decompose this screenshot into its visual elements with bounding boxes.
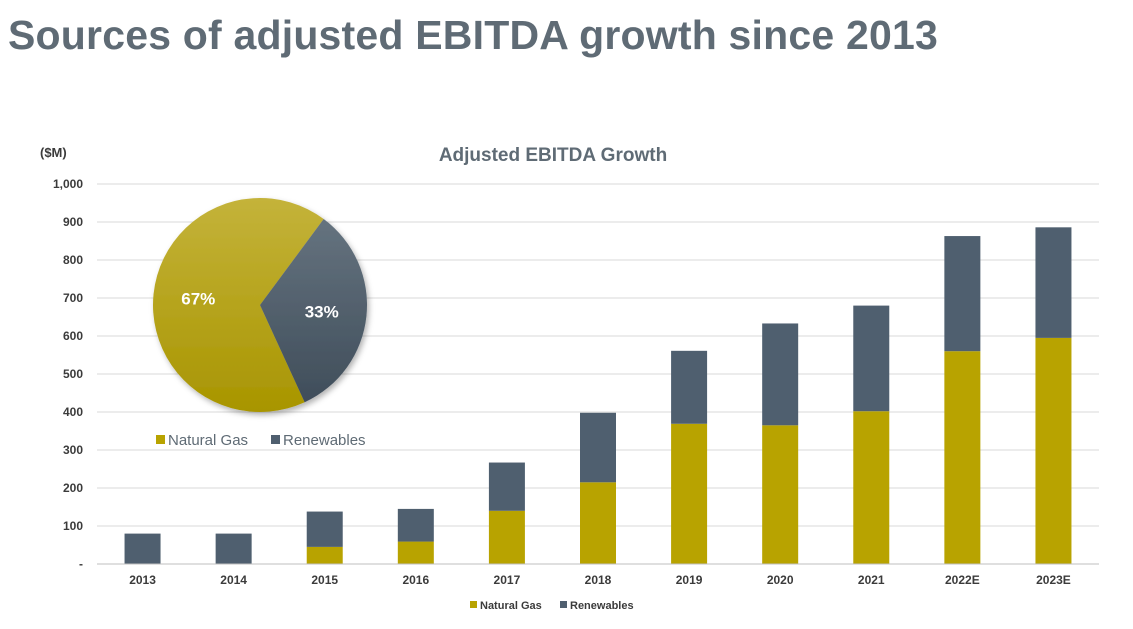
- pie-value-label: 33%: [305, 302, 339, 321]
- legend-renewables-label: Renewables: [570, 600, 634, 612]
- x-tick-label: 2022E: [945, 573, 980, 587]
- bars: [124, 227, 1072, 564]
- pie-labels: 67% 33%: [181, 290, 338, 322]
- bar-renewables-2015: [306, 511, 343, 547]
- y-tick-label: 100: [63, 519, 83, 533]
- pie-legend-renewables-swatch: [271, 435, 280, 444]
- y-tick-label: 200: [63, 481, 83, 495]
- pie-chart-legend: Natural Gas Renewables: [156, 432, 366, 449]
- bar-renewables-2018: [580, 412, 616, 483]
- bar-chart-legend: Natural Gas Renewables: [470, 600, 634, 612]
- legend-renewables-swatch: [560, 601, 567, 608]
- bar-renewables-2019: [671, 350, 708, 424]
- bar-natural-gas-2019: [671, 423, 708, 564]
- bar-natural-gas-2021: [853, 411, 890, 564]
- bar-renewables-2023e: [1035, 227, 1072, 338]
- x-tick-label: 2014: [220, 573, 247, 587]
- y-tick-label: -: [79, 557, 83, 571]
- x-tick-label: 2019: [676, 573, 703, 587]
- bar-natural-gas-2020: [762, 425, 799, 564]
- x-tick-label: 2016: [402, 573, 429, 587]
- y-tick-label: 1,000: [53, 177, 83, 191]
- bar-natural-gas-2015: [306, 546, 343, 564]
- page-title: Sources of adjusted EBITDA growth since …: [8, 12, 938, 58]
- x-axis: 2013 2014 2015 2016 2017 2018 2019 2020 2021 2022…: [129, 573, 1071, 587]
- bar-natural-gas-2018: [580, 482, 616, 564]
- bar-natural-gas-2023e: [1035, 337, 1072, 564]
- bar-renewables-2022e: [944, 236, 981, 352]
- pie-legend-natural-gas-swatch: [156, 435, 165, 444]
- bar-natural-gas-2022e: [944, 351, 981, 564]
- x-tick-label: 2017: [494, 573, 521, 587]
- bar-renewables-2016: [397, 508, 434, 542]
- y-tick-label: 300: [63, 443, 83, 457]
- bar-renewables-2014: [215, 533, 252, 564]
- y-tick-label: 600: [63, 329, 83, 343]
- x-tick-label: 2023E: [1036, 573, 1071, 587]
- legend-natural-gas-swatch: [470, 601, 477, 608]
- x-tick-label: 2015: [311, 573, 338, 587]
- chart-title: Adjusted EBITDA Growth: [439, 145, 667, 166]
- y-axis-unit-label: ($M): [40, 145, 67, 160]
- x-tick-label: 2021: [858, 573, 885, 587]
- bar-renewables-2021: [853, 305, 890, 412]
- y-tick-label: 900: [63, 215, 83, 229]
- x-tick-label: 2020: [767, 573, 794, 587]
- bar-natural-gas-2016: [397, 541, 434, 564]
- pie-value-label: 67%: [181, 290, 215, 309]
- bar-renewables-2020: [762, 323, 799, 426]
- pie-chart: [153, 197, 367, 412]
- bar-renewables-2017: [488, 462, 525, 511]
- y-tick-label: 500: [63, 367, 83, 381]
- pie-legend-renewables-label: Renewables: [283, 432, 366, 449]
- y-tick-label: 700: [63, 291, 83, 305]
- x-tick-label: 2013: [129, 573, 156, 587]
- y-tick-label: 400: [63, 405, 83, 419]
- legend-natural-gas-label: Natural Gas: [480, 600, 542, 612]
- pie-slice-renewables: [260, 219, 367, 403]
- bar-natural-gas-2017: [488, 510, 525, 564]
- bar-renewables-2013: [124, 533, 161, 564]
- y-axis: - 100 200 300 400 500 600 700 800 900 1,000: [53, 177, 83, 571]
- x-tick-label: 2018: [585, 573, 612, 587]
- y-tick-label: 800: [63, 253, 83, 267]
- pie-slice-natural-gas: [153, 197, 324, 412]
- pie-legend-natural-gas-label: Natural Gas: [168, 432, 248, 449]
